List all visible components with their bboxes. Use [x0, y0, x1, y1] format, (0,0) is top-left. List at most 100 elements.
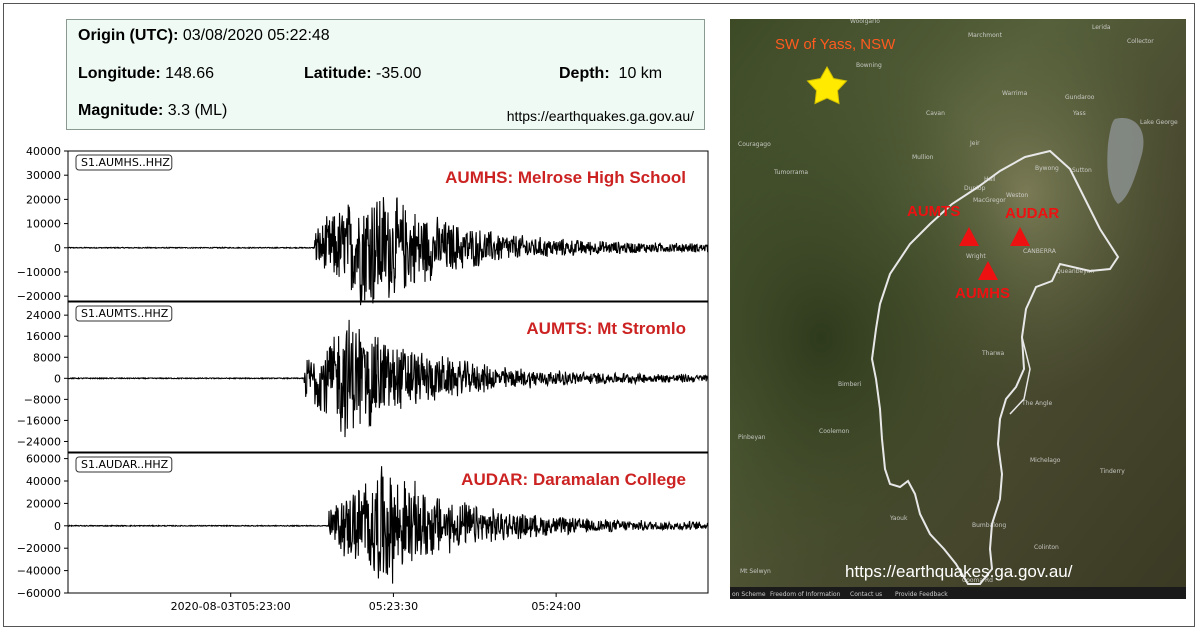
latitude-row: Latitude: -35.00	[304, 65, 421, 83]
station-title: AUMTS: Mt Stromlo	[526, 319, 686, 338]
place-label: Gundaroo	[1065, 94, 1095, 101]
y-tick-label: 40000	[26, 475, 61, 488]
place-label: Bumbalong	[972, 522, 1006, 529]
latitude-label: Latitude:	[304, 65, 372, 82]
nsw-act-border-tick	[1009, 336, 1031, 415]
place-label: Couragago	[738, 141, 771, 148]
station-audar-marker-icon	[1010, 227, 1030, 246]
trace-id-box	[75, 154, 173, 171]
station-label-aumhs: AUMHS	[955, 285, 1010, 302]
magnitude-value: 3.3 (ML)	[167, 102, 228, 119]
map-url[interactable]: https://earthquakes.ga.gov.au/	[845, 562, 1073, 581]
place-label: Yass	[1072, 110, 1086, 117]
act-border	[870, 149, 1120, 585]
place-label: CANBERRA	[1023, 248, 1057, 255]
waveform-trace	[67, 466, 709, 584]
epicenter-label: SW of Yass, NSW	[775, 36, 896, 53]
y-tick-label: 8000	[33, 351, 61, 364]
place-label: The Angle	[1021, 400, 1052, 407]
station-title: AUMHS: Melrose High School	[445, 168, 686, 187]
y-tick-label: −60000	[17, 587, 61, 600]
y-tick-label: 60000	[26, 453, 61, 466]
origin-row: Origin (UTC): 03/08/2020 05:22:48	[78, 27, 330, 45]
panel-axes-frame	[67, 150, 709, 302]
event-info-box: Origin (UTC): 03/08/2020 05:22:48 Longit…	[66, 19, 705, 130]
trace-id-label: S1.AUMTS..HHZ	[75, 305, 173, 322]
place-label: Cavan	[926, 110, 945, 117]
depth-label: Depth:	[559, 65, 610, 82]
place-label: Michelago	[1030, 457, 1061, 464]
y-tick-label: 40000	[26, 145, 61, 158]
trace-id-text: S1.AUMHS..HHZ	[81, 156, 170, 169]
station-title: AUDAR: Daramalan College	[461, 470, 686, 489]
epicenter-star-icon	[806, 65, 848, 105]
trace-id-box	[75, 456, 173, 473]
seismogram-panel: 24000 16000 8000 0 −8000 −16000 −24000 S1.AUMTS…	[17, 301, 709, 453]
place-label: Wright	[966, 253, 986, 260]
place-label: Collector	[1127, 38, 1154, 45]
y-tick-label: −20000	[17, 290, 61, 303]
y-tick-label: −16000	[17, 414, 61, 427]
station-aumts-marker-icon	[959, 227, 979, 246]
y-tick-label: 0	[54, 520, 61, 533]
longitude-label: Longitude:	[78, 65, 161, 82]
place-label: Pinbeyan	[738, 434, 766, 441]
y-tick-label: 0	[54, 372, 61, 385]
latitude-value: -35.00	[376, 65, 422, 82]
origin-label: Origin (UTC):	[78, 27, 179, 44]
station-aumhs-marker-icon	[978, 261, 998, 280]
seismogram-panel: 60000 40000 20000 0 −20000 −40000 −60000 S1.AUD…	[17, 452, 709, 613]
depth-value: 10 km	[618, 65, 663, 82]
place-label: Colinton	[1034, 544, 1059, 551]
y-tick-label: −10000	[17, 266, 61, 279]
seismogram-panels: 40000 30000 20000 10000 0 −10000 −20000 S1.AUMH…	[17, 145, 709, 613]
map-footer-link[interactable]: Freedom of Information	[770, 591, 841, 598]
trace-id-label: S1.AUMHS..HHZ	[75, 154, 173, 171]
station-label-aumts: AUMTS	[907, 203, 960, 220]
place-label: Mt Selwyn	[740, 568, 771, 575]
depth-row: Depth: 10 km	[559, 65, 662, 83]
place-label: Warrima	[1002, 90, 1028, 97]
trace-id-text: S1.AUMTS..HHZ	[81, 307, 169, 320]
map-footer-link[interactable]: on Scheme	[732, 591, 766, 598]
place-label: Sutton	[1072, 167, 1092, 174]
x-tick-label: 2020-08-03T05:23:00	[171, 600, 291, 613]
place-label: Tharwa	[981, 350, 1005, 357]
y-tick-label: 24000	[26, 309, 61, 322]
y-tick-label: 10000	[26, 218, 61, 231]
x-tick-label: 05:23:30	[369, 600, 418, 613]
magnitude-row: Magnitude: 3.3 (ML)	[78, 102, 227, 120]
info-url[interactable]: https://earthquakes.ga.gov.au/	[506, 108, 694, 124]
x-tick-label: 05:24:00	[531, 600, 580, 613]
satellite-map: Woolgarlo Marchmont Lerida Collector Bowning…	[730, 19, 1186, 599]
y-tick-label: −40000	[17, 565, 61, 578]
trace-id-label: S1.AUDAR..HHZ	[75, 456, 173, 473]
place-label: Bimberi	[838, 381, 862, 388]
y-tick-label: −24000	[17, 435, 61, 448]
map-footer-links: on Scheme Freedom of Information Contact u…	[732, 591, 948, 598]
place-label: Yaouk	[889, 515, 908, 522]
panel-axes-frame	[67, 452, 709, 594]
panel-axes-frame	[67, 301, 709, 453]
map-hills-shading	[730, 19, 1186, 599]
place-label: Coolemon	[819, 428, 849, 435]
place-label: Bywong	[1035, 165, 1059, 172]
place-label: Queanbeyan	[1056, 268, 1094, 275]
place-label: Woolgarlo	[850, 19, 880, 25]
y-tick-label: 0	[54, 242, 61, 255]
origin-value: 03/08/2020 05:22:48	[182, 27, 330, 44]
place-label: MacGregor	[973, 197, 1006, 204]
map-place-labels: Woolgarlo Marchmont Lerida Collector Bowning…	[738, 19, 1178, 584]
map-footer-link[interactable]: Provide Feedback	[895, 591, 948, 598]
map-footer-link[interactable]: Contact us	[850, 591, 882, 598]
station-label-audar: AUDAR	[1005, 205, 1059, 222]
y-tick-label: −20000	[17, 542, 61, 555]
trace-id-text: S1.AUDAR..HHZ	[81, 458, 169, 471]
place-label: Cooma Rd	[962, 577, 993, 584]
y-tick-label: 20000	[26, 497, 61, 510]
y-tick-label: 20000	[26, 193, 61, 206]
place-label: Tumorrama	[773, 169, 808, 176]
longitude-value: 148.66	[165, 65, 215, 82]
map-footer-bar	[730, 587, 1186, 599]
place-label: Tinderry	[1099, 468, 1125, 475]
